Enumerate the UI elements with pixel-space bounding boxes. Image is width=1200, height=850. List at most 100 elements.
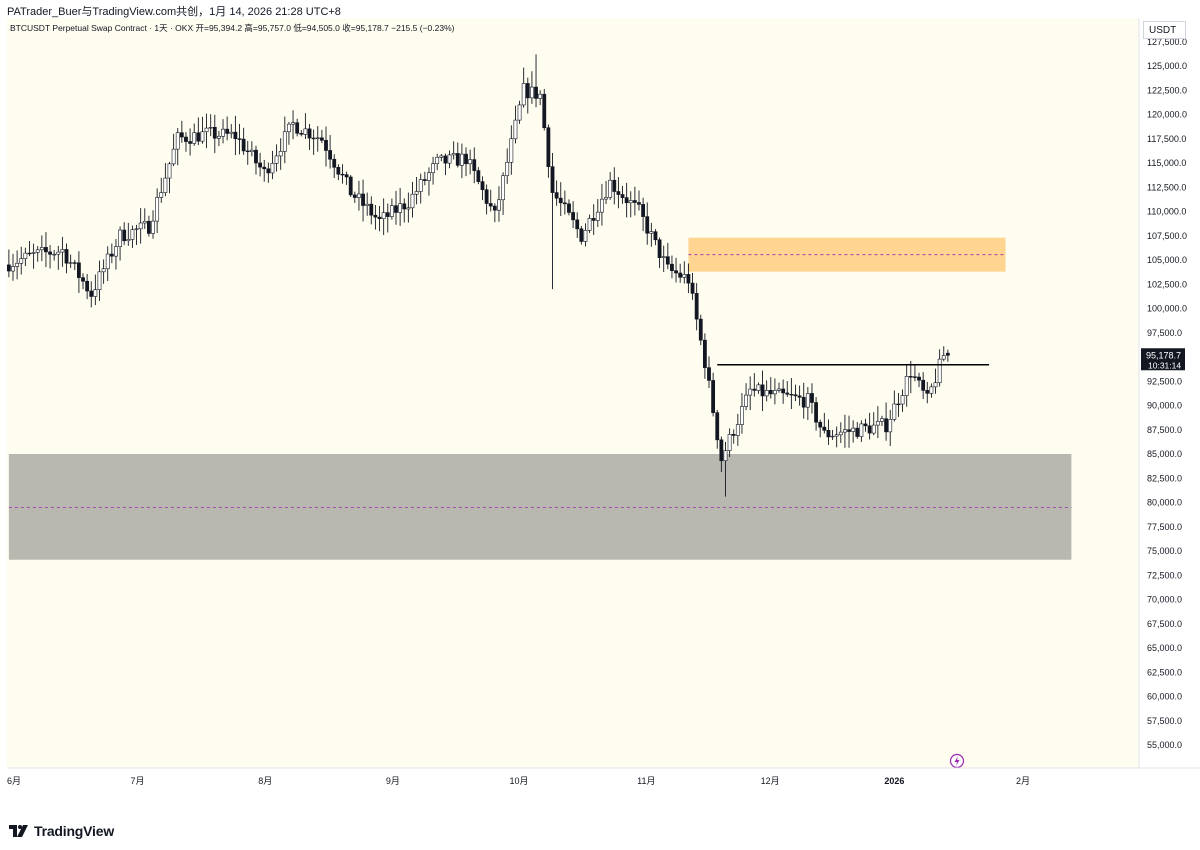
candle — [31, 243, 36, 269]
candle — [398, 187, 403, 226]
candle — [258, 152, 263, 177]
candle — [723, 442, 728, 497]
price-tick-label: 67,500.0 — [1147, 619, 1182, 629]
price-tick-label: 120,000.0 — [1147, 110, 1187, 120]
tradingview-footer[interactable]: TradingView — [8, 820, 114, 842]
candle — [900, 389, 905, 412]
candle — [880, 415, 884, 426]
candle — [719, 436, 724, 472]
price-chart[interactable]: 127,500.0 125,000.0 122,500.0 120,000.0 117,… — [0, 18, 1200, 818]
candle — [225, 116, 230, 141]
currency-selector[interactable]: USDT — [1143, 21, 1186, 39]
attribution-text: PATrader_Buer与TradingView.com共创，1月 14, 2… — [7, 6, 341, 18]
candle — [497, 186, 501, 222]
price-tick-label: 70,000.0 — [1147, 595, 1182, 605]
price-tick-label: 57,500.0 — [1147, 716, 1182, 726]
candle — [830, 429, 835, 440]
candle — [653, 229, 658, 246]
candle — [748, 376, 753, 411]
candle — [678, 263, 683, 283]
candle — [550, 152, 555, 290]
candle — [361, 179, 365, 222]
tradingview-brand: TradingView — [34, 823, 115, 839]
candle — [303, 113, 308, 140]
candle — [764, 380, 769, 402]
candle — [875, 406, 880, 439]
candle — [52, 250, 57, 261]
candle — [319, 129, 324, 144]
candle — [772, 378, 777, 405]
candle — [542, 88, 547, 131]
candle — [443, 153, 448, 176]
candle — [768, 377, 773, 399]
candle — [904, 364, 909, 407]
candle — [558, 182, 563, 217]
candle — [357, 180, 361, 211]
candle — [810, 383, 814, 414]
chart-frame[interactable]: 127,500.0 125,000.0 122,500.0 120,000.0 117,… — [0, 18, 1200, 818]
candle — [311, 129, 316, 155]
candle — [278, 138, 283, 170]
time-tick-label: 11月 — [637, 776, 655, 786]
candle — [834, 426, 839, 448]
alert-lightning-icon[interactable] — [949, 753, 965, 769]
price-axis[interactable]: 127,500.0 125,000.0 122,500.0 120,000.0 117,… — [1138, 18, 1200, 818]
candle — [19, 246, 24, 275]
candle — [941, 346, 946, 362]
candle — [740, 393, 744, 434]
candle — [365, 192, 370, 216]
zones-layer — [8, 237, 1072, 560]
price-tick-label: 115,000.0 — [1147, 158, 1186, 168]
candle — [661, 245, 666, 273]
candle — [921, 372, 926, 400]
candle — [752, 373, 757, 397]
candle — [72, 259, 77, 271]
candle — [562, 190, 567, 215]
candle — [670, 255, 674, 279]
candle — [472, 147, 477, 184]
candle — [517, 100, 522, 124]
price-tick-label: 92,500.0 — [1147, 376, 1182, 386]
candle — [587, 214, 592, 234]
candle — [23, 247, 28, 267]
candle — [245, 140, 250, 165]
symbol-legend: BTCUSDT Perpetual Swap Contract · 1天 · O… — [10, 23, 455, 33]
candle — [571, 201, 575, 229]
candle — [805, 387, 810, 420]
candle — [583, 223, 588, 247]
candle — [249, 141, 254, 157]
candle — [427, 167, 431, 196]
candle — [620, 185, 625, 204]
candle — [567, 199, 571, 216]
candle — [645, 202, 650, 245]
candle — [196, 117, 201, 146]
candle — [89, 281, 94, 308]
time-tick-label: 6月 — [7, 776, 21, 786]
candles-layer — [6, 54, 950, 497]
candle — [628, 191, 633, 218]
candle — [756, 382, 761, 394]
candle — [287, 121, 291, 145]
candle — [151, 210, 155, 239]
candle — [254, 145, 258, 175]
candle — [447, 150, 452, 169]
candle — [435, 153, 440, 171]
demand-zone[interactable] — [8, 454, 1072, 560]
candle — [616, 177, 621, 209]
time-tick-label: 7月 — [131, 776, 145, 786]
candle — [147, 215, 151, 237]
price-tick-label: 112,500.0 — [1147, 182, 1186, 192]
time-axis[interactable]: 6月 7月 8月 9月 10月 11月 12月 2026 2月 — [0, 767, 1200, 818]
candle — [315, 126, 320, 152]
candle — [793, 384, 798, 401]
candle — [221, 119, 225, 144]
candle — [414, 176, 419, 205]
candle — [332, 154, 337, 179]
candle — [908, 360, 913, 394]
price-tick-label: 65,000.0 — [1147, 643, 1182, 653]
candle — [410, 181, 415, 218]
candle — [431, 156, 435, 185]
candle — [336, 164, 341, 181]
candle — [637, 190, 641, 211]
candle — [513, 105, 518, 144]
